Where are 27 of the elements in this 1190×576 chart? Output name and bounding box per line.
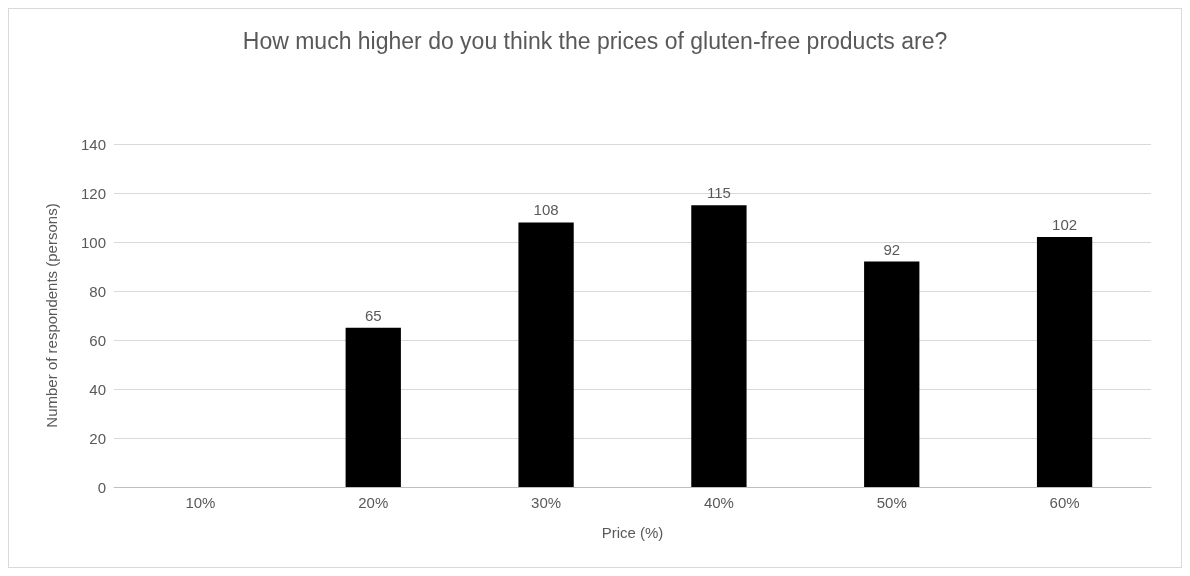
- y-tick-label: 60: [89, 331, 106, 349]
- bar: [345, 327, 401, 487]
- x-tick-label: 10%: [185, 494, 216, 511]
- chart-title: How much higher do you think the prices of gluten-free products are?: [242, 28, 948, 54]
- x-tick-label: 50%: [876, 494, 907, 511]
- bar: [1036, 237, 1093, 487]
- data-label: 92: [883, 240, 901, 258]
- y-tick-label: 100: [80, 233, 106, 251]
- data-label: 102: [1052, 216, 1078, 234]
- y-tick-label: 120: [80, 184, 106, 202]
- bar: [691, 205, 747, 487]
- y-axis-title: Number of respondents (persons): [43, 203, 60, 428]
- bar: [518, 222, 574, 487]
- y-tick-label: 20: [89, 429, 106, 447]
- x-tick-label: 40%: [703, 494, 734, 511]
- x-axis-title: Price (%): [601, 524, 664, 541]
- x-tick-label: 30%: [531, 494, 562, 511]
- bar: [864, 261, 920, 487]
- data-label: 108: [533, 201, 559, 219]
- y-tick-label: 80: [89, 282, 106, 300]
- y-tick-label: 140: [80, 135, 106, 153]
- y-tick-label: 40: [89, 380, 106, 398]
- data-label: 115: [706, 184, 731, 202]
- y-tick-label: 0: [97, 478, 106, 496]
- x-tick-label: 20%: [358, 494, 389, 511]
- x-tick-label: 60%: [1049, 494, 1080, 511]
- data-label: 65: [364, 306, 382, 324]
